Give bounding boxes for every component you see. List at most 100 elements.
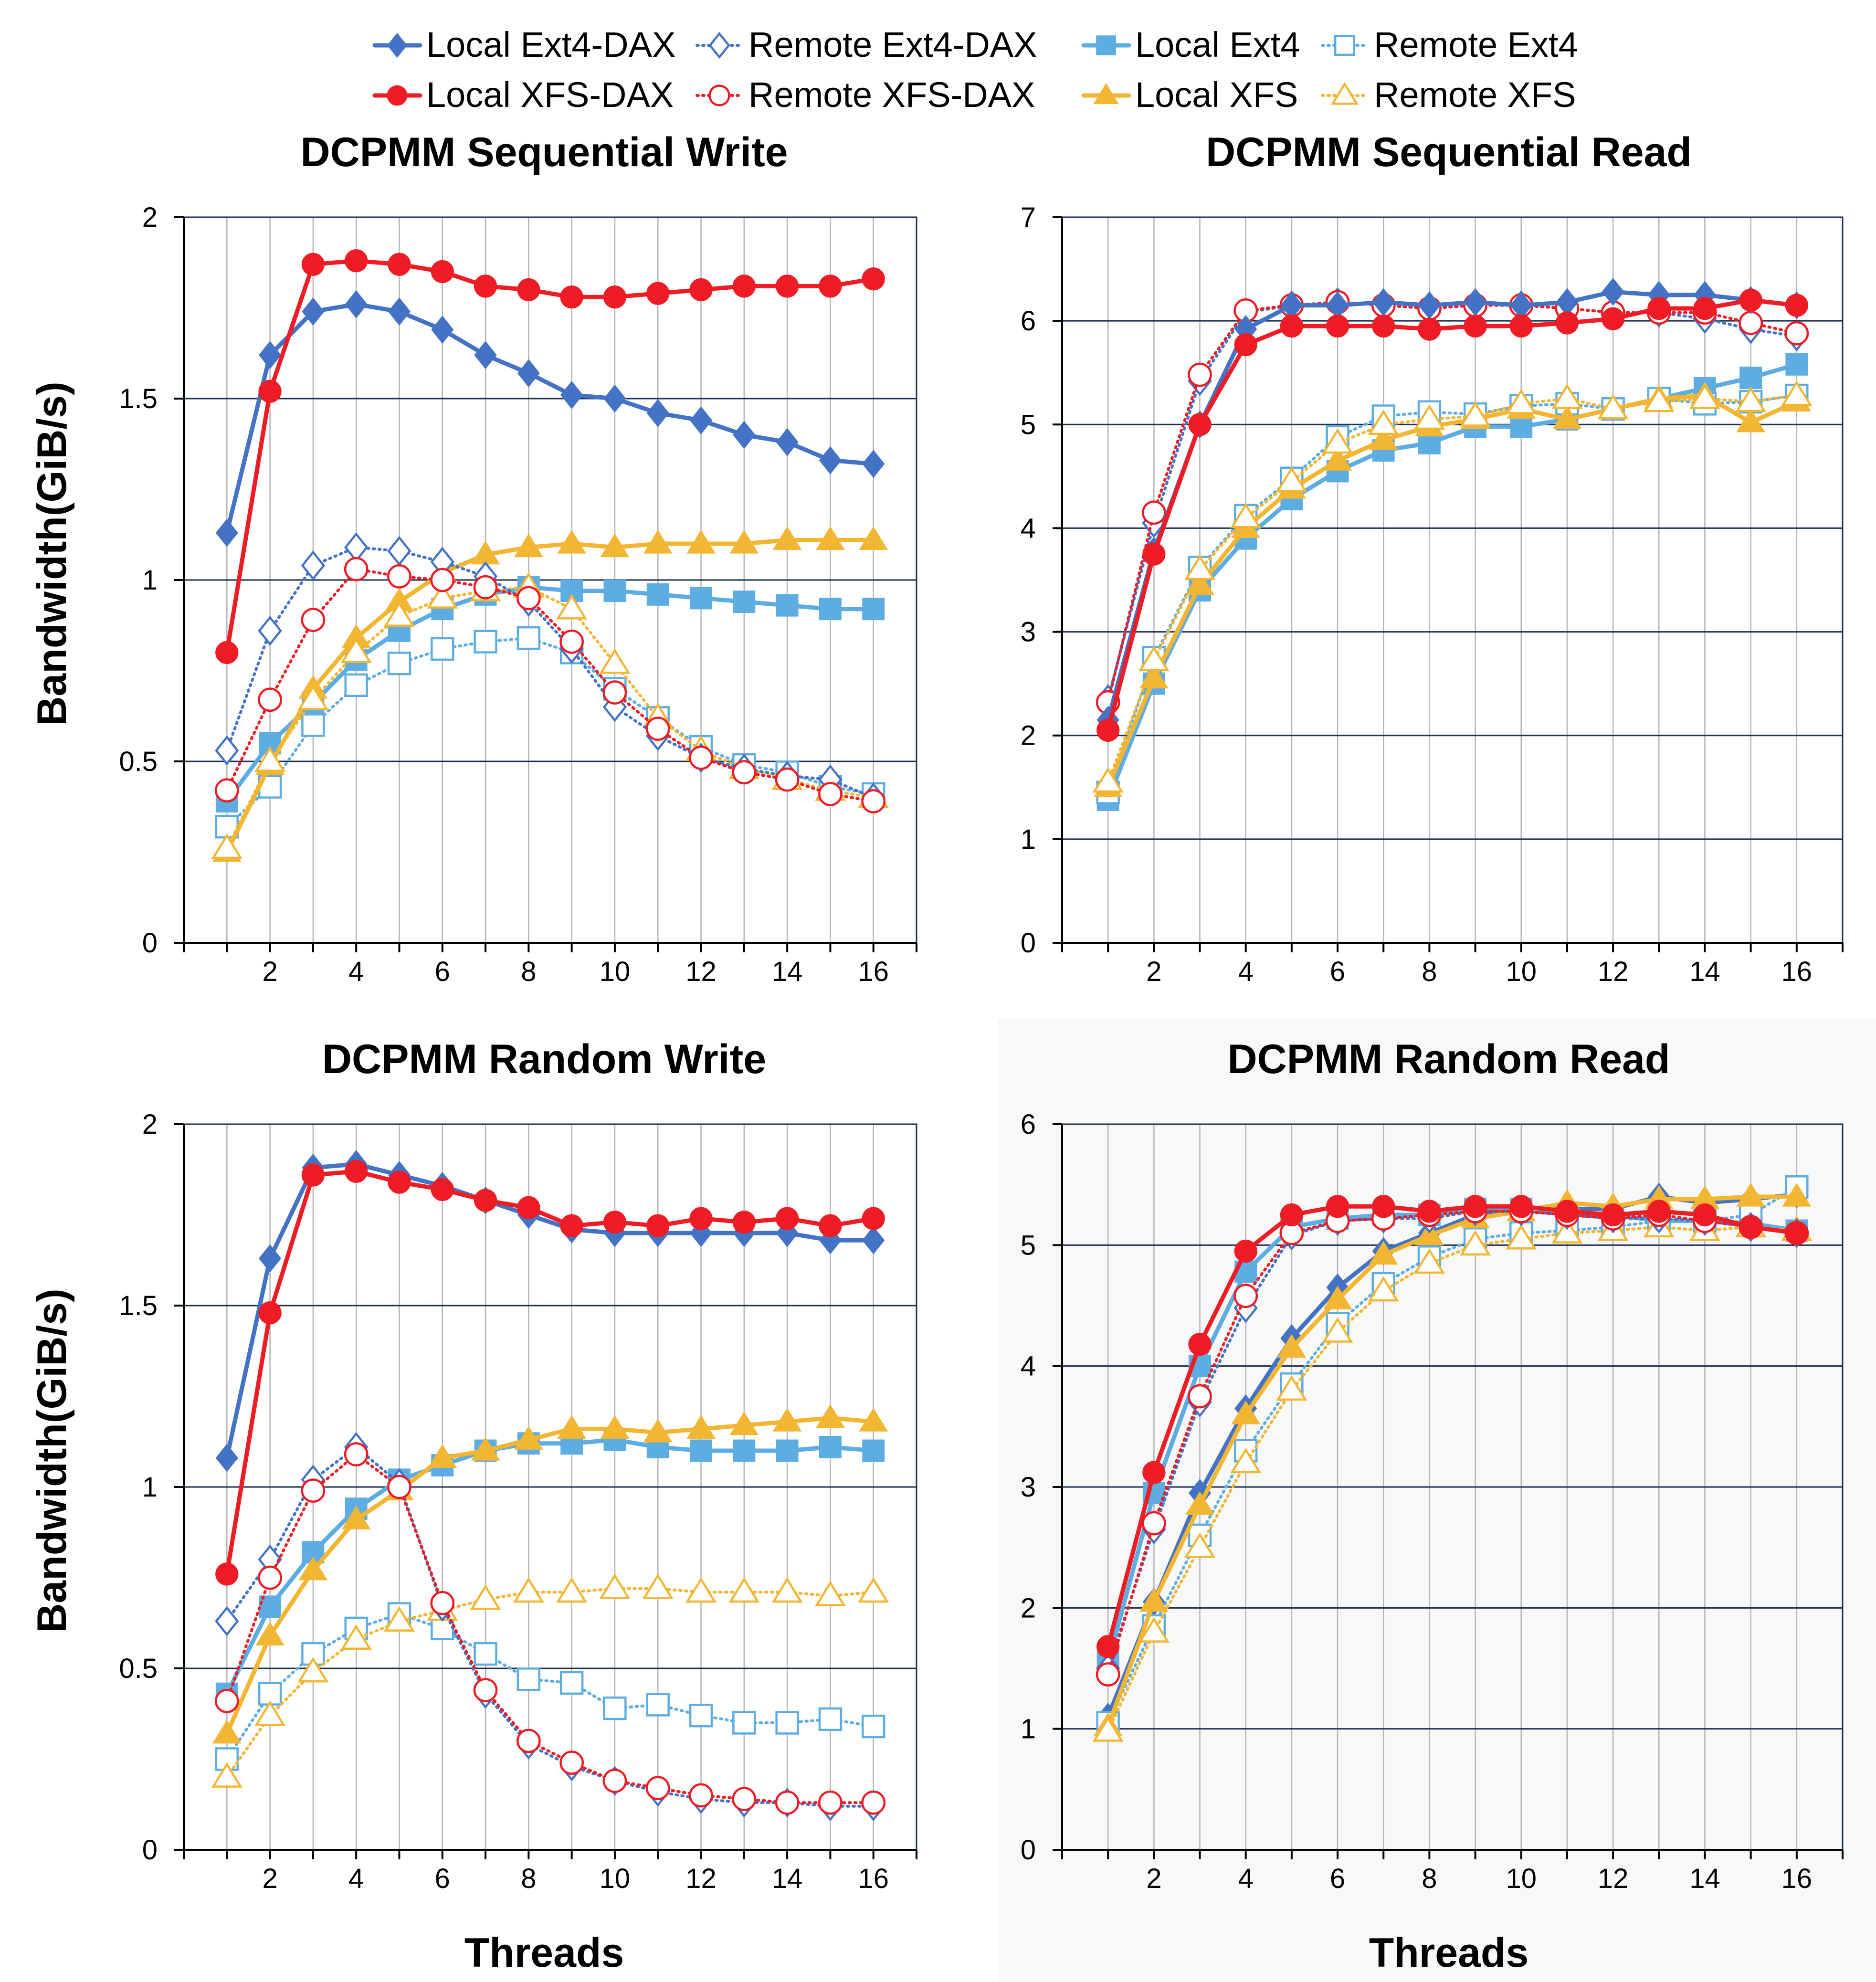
data-point: [772, 526, 802, 550]
data-point: [1415, 1221, 1444, 1245]
data-point: [775, 1711, 799, 1735]
legend-item-local-xfs-dax: Local XFS-DAX: [372, 75, 674, 115]
data-point: [258, 687, 282, 712]
y-tick-label: 3: [1021, 617, 1036, 648]
data-point: [517, 1196, 540, 1219]
data-point: [1231, 1400, 1261, 1424]
data-point: [1230, 503, 1262, 528]
data-point: [215, 518, 238, 547]
data-point: [258, 1565, 282, 1590]
data-point: [1413, 404, 1445, 430]
y-tick-label: 3: [1021, 1472, 1036, 1503]
data-point: [1602, 277, 1624, 306]
data-point: [557, 529, 586, 554]
legend-marker: [1334, 34, 1356, 56]
x-tick-label: 8: [1422, 956, 1437, 987]
data-point: [645, 1776, 670, 1801]
data-point: [516, 1729, 541, 1753]
data-point: [1188, 413, 1212, 436]
data-point: [685, 1577, 717, 1603]
x-tick-label: 8: [1422, 1863, 1437, 1894]
data-point: [643, 529, 673, 554]
data-point: [689, 1207, 713, 1230]
data-point: [559, 1671, 584, 1695]
x-tick-label: 2: [262, 1863, 277, 1894]
data-point: [862, 598, 885, 621]
data-point: [474, 341, 497, 369]
data-point: [729, 529, 759, 554]
data-point: [214, 778, 239, 803]
series-line: [224, 585, 876, 804]
data-point: [259, 341, 282, 369]
data-point: [215, 735, 239, 766]
data-point: [301, 1163, 325, 1187]
data-point: [1782, 1182, 1812, 1207]
data-point: [862, 1714, 885, 1739]
data-point: [1139, 664, 1169, 688]
data-point: [211, 1762, 242, 1788]
legend-label: Local Ext4: [1135, 25, 1300, 64]
series-line: [1107, 1225, 1798, 1733]
data-point: [1188, 1384, 1212, 1409]
y-tick-label: 1: [1021, 824, 1036, 855]
series-remote-xfs-dax: [214, 1442, 886, 1815]
data-point: [1141, 1511, 1166, 1536]
series-line: [224, 1437, 876, 1696]
data-point: [599, 1573, 631, 1599]
legend-marker: [1096, 35, 1116, 55]
legend-item-local-ext4-dax: Local Ext4-DAX: [372, 25, 675, 64]
y-tick-label: 4: [1021, 513, 1036, 544]
legend-item-local-xfs: Local XFS: [1081, 75, 1298, 115]
panel-background: [998, 1019, 1876, 1982]
x-tick-label: 14: [772, 1863, 803, 1894]
data-point: [819, 446, 842, 474]
x-tick-label: 4: [348, 1863, 364, 1894]
y-tick-label: 0.5: [119, 1653, 158, 1684]
data-point: [514, 533, 543, 558]
data-point: [427, 583, 458, 609]
series-line: [224, 1416, 876, 1736]
data-point: [387, 536, 411, 566]
data-point: [689, 278, 713, 302]
legend-label: Remote XFS: [1374, 75, 1576, 115]
data-point: [559, 629, 584, 654]
data-point: [732, 760, 757, 785]
x-tick-label: 6: [1330, 1863, 1345, 1894]
data-point: [1509, 314, 1533, 338]
data-point: [1096, 1635, 1120, 1658]
data-point: [556, 594, 588, 620]
data-point: [559, 1750, 584, 1775]
data-point: [344, 532, 369, 563]
data-point: [861, 789, 886, 813]
data-point: [645, 717, 670, 741]
x-tick-label: 2: [262, 956, 277, 987]
data-point: [215, 1562, 239, 1586]
data-point: [1739, 288, 1762, 312]
data-point: [1141, 500, 1166, 525]
data-point: [1322, 428, 1353, 454]
data-point: [862, 267, 885, 291]
y-tick-label: 0: [1021, 1834, 1036, 1866]
x-tick-label: 14: [1689, 1863, 1720, 1894]
data-point: [728, 1577, 760, 1603]
data-point: [1277, 1334, 1307, 1358]
data-point: [646, 583, 669, 606]
data-point: [686, 529, 716, 554]
data-point: [215, 1606, 239, 1636]
data-point: [1739, 367, 1762, 390]
data-point: [1139, 1588, 1169, 1612]
data-point: [1506, 1224, 1537, 1250]
data-point: [1280, 1203, 1304, 1227]
series-line: [225, 1613, 875, 1761]
x-tick-label: 10: [1506, 1863, 1537, 1894]
series-line: [1106, 1194, 1799, 1729]
x-tick-label: 2: [1146, 1863, 1161, 1894]
data-point: [1785, 1221, 1808, 1245]
data-point: [254, 746, 286, 772]
legend-label: Remote XFS-DAX: [748, 75, 1035, 115]
x-tick-label: 12: [685, 956, 717, 987]
legend-marker: [1330, 82, 1359, 105]
data-point: [345, 290, 368, 318]
